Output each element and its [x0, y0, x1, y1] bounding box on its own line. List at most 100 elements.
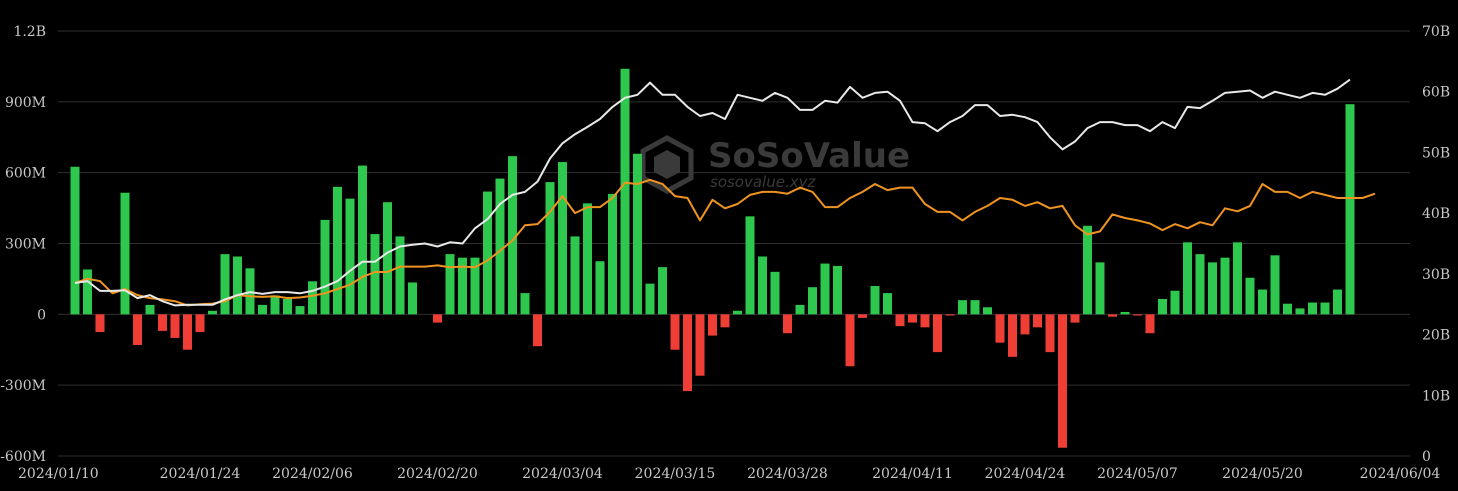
left-axis-tick-label: 600M	[5, 166, 46, 182]
outflow-bar	[708, 314, 717, 336]
inflow-bar	[1333, 289, 1342, 315]
inflow-bar	[958, 300, 967, 315]
inflow-bar	[520, 293, 530, 315]
right-axis-tick-label: 70B	[1422, 24, 1450, 40]
outflow-bar	[1108, 314, 1117, 317]
inflow-bar	[258, 304, 267, 315]
outflow-bar	[1045, 314, 1055, 353]
inflow-bar	[820, 263, 830, 315]
inflow-bar	[483, 191, 492, 315]
right-axis-tick-label: 10B	[1422, 388, 1450, 404]
inflow-bar	[270, 295, 280, 315]
x-axis-tick-label: 2024/02/20	[397, 466, 478, 482]
x-axis-tick-label: 2024/04/11	[872, 466, 953, 482]
inflow-bar	[83, 269, 92, 315]
inflow-bar	[1270, 255, 1280, 315]
outflow-bar	[1033, 314, 1042, 328]
daily-net-inflow-bars	[70, 68, 1355, 448]
right-axis-tick-label: 0	[1422, 449, 1431, 465]
inflow-bar	[1308, 302, 1317, 315]
x-axis-tick-label: 2024/01/10	[18, 466, 99, 482]
line-series	[74, 78, 1376, 307]
left-axis-tick-label: 300M	[5, 237, 46, 253]
inflow-bar	[220, 254, 230, 315]
inflow-bar	[970, 300, 980, 315]
inflow-bar	[495, 178, 505, 315]
outflow-bar	[845, 314, 855, 367]
inflow-bar	[145, 304, 155, 315]
inflow-bar	[545, 182, 555, 315]
outflow-bar	[783, 314, 792, 334]
outflow-bar	[1070, 314, 1080, 323]
outflow-bar	[858, 314, 867, 318]
left-axis-ticks: -600M -300M 0 300M 600M 900M 1.2B	[0, 24, 46, 465]
inflow-bar	[808, 287, 817, 315]
inflow-bar	[745, 216, 755, 315]
inflow-bar	[870, 286, 880, 315]
outflow-bar	[533, 314, 542, 347]
inflow-bar	[233, 256, 242, 315]
inflow-bar	[295, 306, 305, 315]
inflow-bar	[345, 198, 355, 315]
inflow-bar	[1345, 104, 1355, 315]
outflow-bar	[945, 314, 955, 316]
inflow-bar	[1245, 277, 1255, 315]
inflow-bar	[120, 192, 130, 315]
inflow-bar	[458, 257, 467, 315]
outflow-bar	[183, 314, 192, 350]
left-axis-tick-label: 1.2B	[13, 24, 46, 40]
inflow-bar	[795, 304, 805, 315]
left-axis-tick-label: -600M	[0, 449, 46, 465]
inflow-bar	[283, 298, 292, 315]
inflow-bar	[1195, 254, 1205, 315]
inflow-bar	[733, 310, 742, 315]
x-axis-tick-label: 2024/05/20	[1222, 466, 1303, 482]
x-axis-ticks: 2024/01/10 2024/01/24 2024/02/06 2024/02/20…	[18, 466, 1440, 482]
outflow-bar	[720, 314, 730, 328]
inflow-bar	[370, 234, 380, 315]
inflow-bar	[1220, 257, 1230, 315]
inflow-bar	[1295, 308, 1305, 315]
inflow-bar	[633, 153, 642, 315]
inflow-bar	[833, 265, 842, 315]
inflow-bar	[620, 68, 630, 315]
right-axis-tick-label: 60B	[1422, 85, 1450, 101]
inflow-bar	[1158, 298, 1167, 315]
inflow-bar	[983, 307, 992, 315]
outflow-bar	[920, 314, 930, 328]
sosovalue-logo-icon	[640, 135, 694, 194]
watermark: SoSoValue sosovalue.xyz	[640, 135, 910, 194]
x-axis-tick-label: 2024/01/24	[160, 466, 241, 482]
inflow-bar	[595, 261, 605, 315]
inflow-bar	[408, 282, 417, 315]
left-axis-tick-label: 900M	[5, 95, 46, 111]
right-axis-tick-label: 50B	[1422, 145, 1450, 161]
outflow-bar	[1145, 314, 1155, 334]
inflow-bar	[1208, 262, 1217, 315]
inflow-bar	[383, 202, 392, 315]
inflow-bar	[70, 166, 80, 315]
x-axis-tick-label: 2024/06/04	[1360, 466, 1441, 482]
outflow-bar	[195, 314, 205, 333]
inflow-bar	[608, 193, 617, 315]
outflow-bar	[158, 314, 167, 331]
x-axis-tick-label: 2024/04/24	[985, 466, 1066, 482]
x-axis-tick-label: 2024/03/04	[522, 466, 603, 482]
outflow-bar	[1020, 314, 1030, 335]
total-net-assets-line	[74, 78, 1351, 307]
inflow-bar	[1258, 289, 1267, 315]
outflow-bar	[95, 314, 105, 333]
inflow-bar	[333, 186, 342, 315]
outflow-bar	[933, 314, 942, 353]
x-axis-tick-label: 2024/05/07	[1097, 466, 1178, 482]
outflow-bar	[895, 314, 905, 327]
inflow-bar	[1233, 242, 1242, 315]
watermark-url: sosovalue.xyz	[710, 173, 816, 191]
inflow-bar	[658, 267, 667, 315]
inflow-bar	[1095, 262, 1105, 315]
inflow-bar	[1183, 242, 1192, 315]
left-axis-tick-label: -300M	[0, 378, 46, 394]
outflow-bar	[1133, 314, 1142, 316]
outflow-bar	[908, 314, 917, 323]
